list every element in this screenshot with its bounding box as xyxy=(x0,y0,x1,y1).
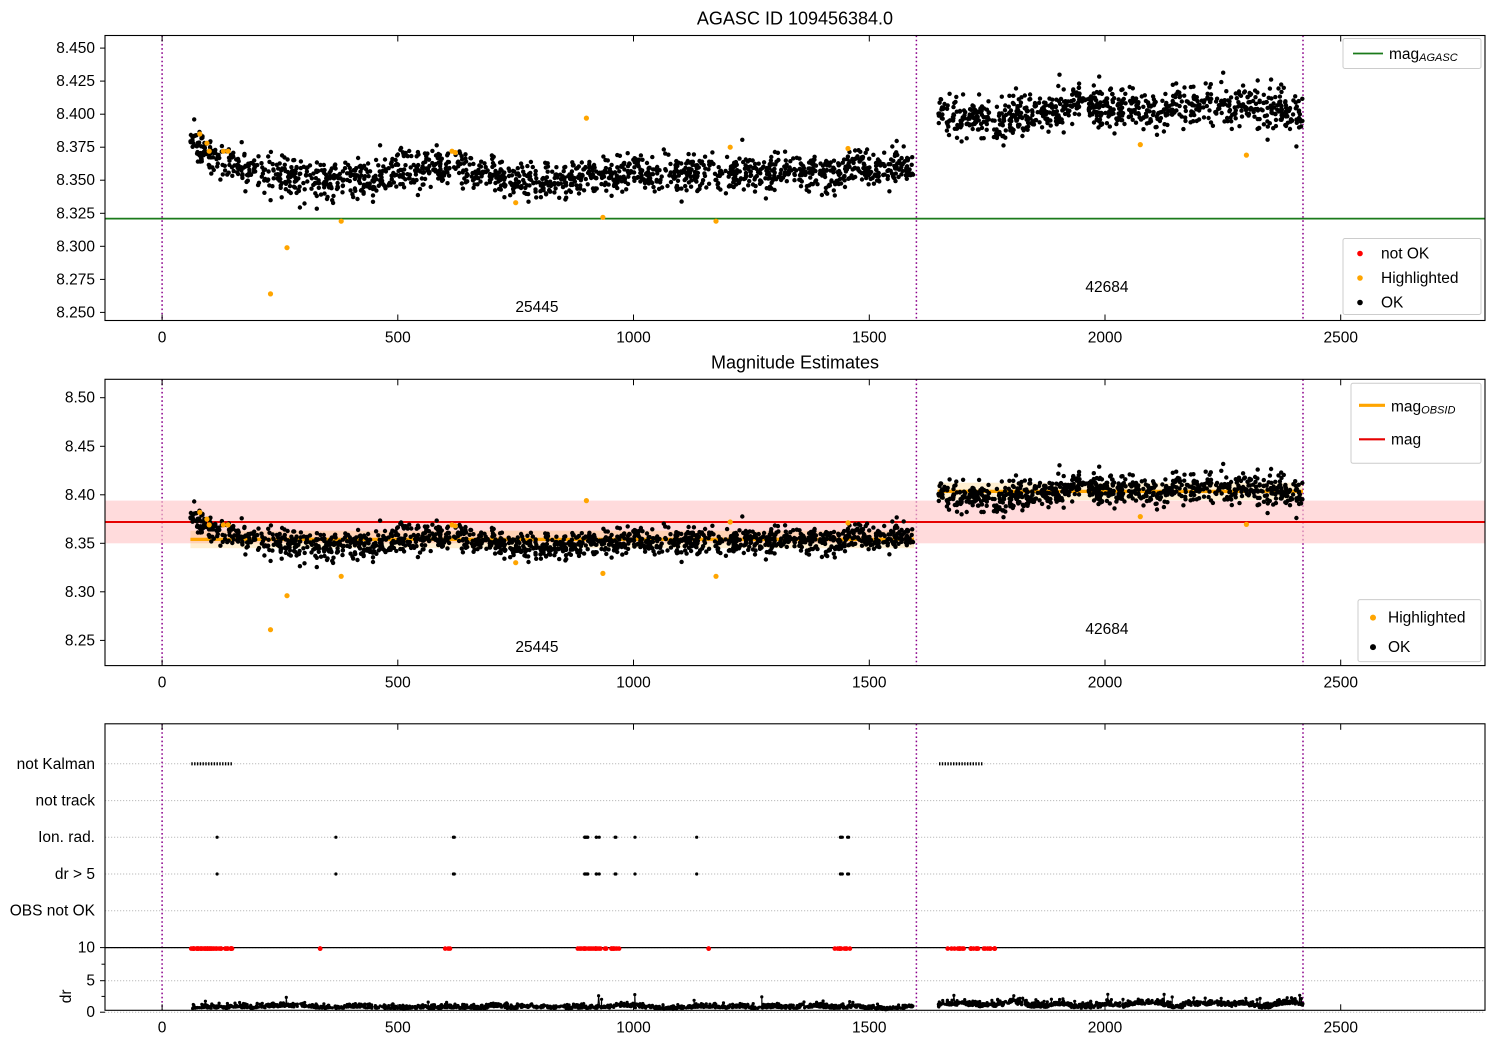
svg-text:42684: 42684 xyxy=(1085,621,1128,638)
svg-text:Highlighted: Highlighted xyxy=(1381,270,1459,287)
svg-text:AGASC ID 109456384.0: AGASC ID 109456384.0 xyxy=(697,9,893,29)
svg-text:500: 500 xyxy=(385,1019,411,1036)
svg-text:8.40: 8.40 xyxy=(65,487,96,504)
svg-text:Highlighted: Highlighted xyxy=(1388,610,1466,627)
svg-text:500: 500 xyxy=(385,675,411,692)
svg-text:2000: 2000 xyxy=(1088,675,1123,692)
svg-text:dr > 5: dr > 5 xyxy=(55,866,95,883)
svg-text:not OK: not OK xyxy=(1381,246,1430,263)
svg-text:8.450: 8.450 xyxy=(56,40,95,57)
svg-text:5: 5 xyxy=(86,973,95,990)
svg-text:8.35: 8.35 xyxy=(65,535,95,552)
svg-text:1000: 1000 xyxy=(616,330,651,347)
svg-text:8.275: 8.275 xyxy=(56,271,95,288)
svg-text:8.375: 8.375 xyxy=(56,139,95,156)
svg-text:OK: OK xyxy=(1381,295,1404,312)
svg-text:Ion. rad.: Ion. rad. xyxy=(38,829,95,846)
svg-text:8.400: 8.400 xyxy=(56,106,95,123)
svg-text:0: 0 xyxy=(158,675,167,692)
svg-text:8.325: 8.325 xyxy=(56,205,95,222)
svg-text:8.25: 8.25 xyxy=(65,632,95,649)
svg-text:OK: OK xyxy=(1388,639,1411,656)
svg-text:8.250: 8.250 xyxy=(56,304,95,321)
svg-text:42684: 42684 xyxy=(1085,279,1128,296)
svg-text:dr: dr xyxy=(58,990,75,1004)
svg-text:8.50: 8.50 xyxy=(65,390,96,407)
svg-text:1500: 1500 xyxy=(852,330,887,347)
svg-text:not track: not track xyxy=(36,793,96,810)
svg-text:Magnitude Estimates: Magnitude Estimates xyxy=(711,352,879,372)
svg-text:not Kalman: not Kalman xyxy=(17,756,95,773)
svg-text:2500: 2500 xyxy=(1323,675,1358,692)
svg-text:25445: 25445 xyxy=(515,299,558,316)
svg-text:0: 0 xyxy=(86,1004,95,1021)
svg-text:2000: 2000 xyxy=(1088,1019,1123,1036)
svg-text:10: 10 xyxy=(78,940,96,957)
svg-text:OBS not OK: OBS not OK xyxy=(10,903,96,920)
svg-text:8.300: 8.300 xyxy=(56,238,95,255)
svg-text:2500: 2500 xyxy=(1323,1019,1358,1036)
svg-text:1000: 1000 xyxy=(616,675,651,692)
svg-text:1500: 1500 xyxy=(852,675,887,692)
svg-text:2500: 2500 xyxy=(1323,330,1358,347)
svg-text:8.30: 8.30 xyxy=(65,584,96,601)
svg-text:0: 0 xyxy=(158,330,167,347)
svg-text:mag: mag xyxy=(1391,431,1421,448)
svg-text:2000: 2000 xyxy=(1088,330,1123,347)
svg-text:25445: 25445 xyxy=(515,639,558,656)
svg-text:0: 0 xyxy=(158,1019,167,1036)
svg-text:500: 500 xyxy=(385,330,411,347)
svg-text:8.45: 8.45 xyxy=(65,438,95,455)
svg-text:1500: 1500 xyxy=(852,1019,887,1036)
svg-text:8.350: 8.350 xyxy=(56,172,95,189)
svg-text:8.425: 8.425 xyxy=(56,73,95,90)
svg-text:1000: 1000 xyxy=(616,1019,651,1036)
